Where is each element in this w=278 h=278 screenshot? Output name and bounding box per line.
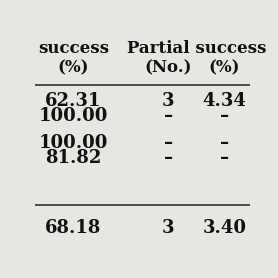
Text: 100.00: 100.00 xyxy=(39,107,108,125)
Text: 68.18: 68.18 xyxy=(45,219,102,237)
Text: (%): (%) xyxy=(58,59,89,76)
Text: –: – xyxy=(220,107,229,125)
Text: success: success xyxy=(38,40,109,57)
Text: 3: 3 xyxy=(162,219,175,237)
Text: (No.): (No.) xyxy=(145,59,192,76)
Text: 100.00: 100.00 xyxy=(39,133,108,152)
Text: 81.82: 81.82 xyxy=(45,148,102,167)
Text: –: – xyxy=(164,148,173,167)
Text: (%): (%) xyxy=(208,59,240,76)
Text: 62.31: 62.31 xyxy=(45,92,102,110)
Text: –: – xyxy=(164,107,173,125)
Text: –: – xyxy=(220,148,229,167)
Text: Partial success: Partial success xyxy=(127,40,266,57)
Text: 4.34: 4.34 xyxy=(202,92,246,110)
Text: –: – xyxy=(220,133,229,152)
Text: 3.40: 3.40 xyxy=(202,219,246,237)
Text: –: – xyxy=(164,133,173,152)
Text: 3: 3 xyxy=(162,92,175,110)
